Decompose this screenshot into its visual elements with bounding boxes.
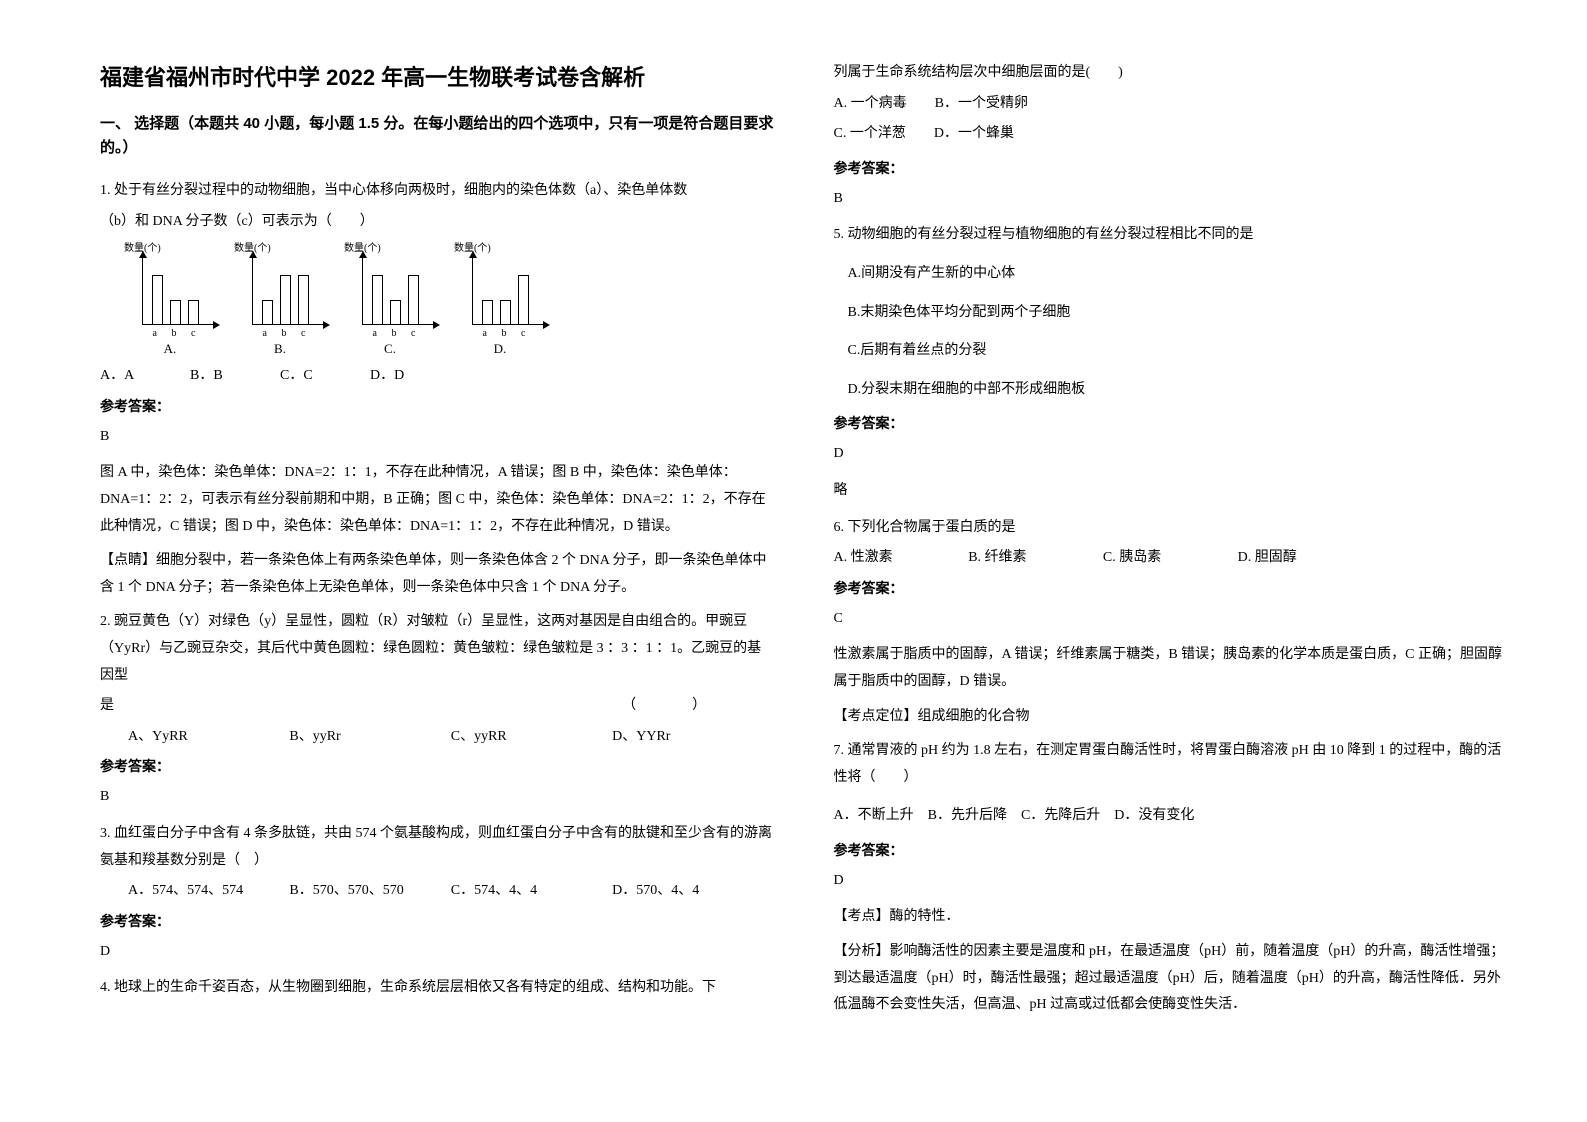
q2-answer: B (100, 784, 774, 811)
bar-c (408, 275, 419, 325)
arrow-right-icon (213, 321, 220, 329)
q2-opt-b: B、yyRr (289, 724, 450, 751)
q1-chart-figure: 数量(个) a b c A. 数量(个) (120, 249, 774, 357)
q6-answer: C (834, 606, 1508, 633)
exam-title: 福建省福州市时代中学 2022 年高一生物联考试卷含解析 (100, 60, 774, 92)
answer-label: 参考答案： (834, 840, 1508, 860)
bar-b (280, 275, 291, 325)
q1-opt-b: B．B (190, 363, 280, 390)
q5-opt-d: D.分裂末期在细胞的中部不形成细胞板 (834, 377, 1508, 404)
section-header: 一、 选择题（本题共 40 小题，每小题 1.5 分。在每小题给出的四个选项中，… (100, 112, 774, 160)
answer-label: 参考答案： (834, 158, 1508, 178)
q7-explain2: 【分析】影响酶活性的因素主要是温度和 pH，在最适温度（pH）前，随着温度（pH… (834, 939, 1508, 1019)
panel-label: A. (164, 341, 177, 357)
chart-panel-d: 数量(个) a b c D. (450, 249, 550, 357)
q1-options: A．A B．B C．C D．D (100, 363, 460, 390)
q7-answer: D (834, 868, 1508, 895)
q7-text: 7. 通常胃液的 pH 约为 1.8 左右，在测定胃蛋白酶活性时，将胃蛋白酶溶液… (834, 738, 1508, 791)
q5-note: 略 (834, 478, 1508, 505)
q1-text-a: 1. 处于有丝分裂过程中的动物细胞，当中心体移向两极时，细胞内的染色体数（a）、… (100, 178, 774, 205)
q1-explain1: 图 A 中，染色体：染色单体：DNA=2：1：1，不存在此种情况，A 错误；图 … (100, 460, 774, 540)
q3-opt-c: C．574、4、4 (451, 878, 612, 905)
chart-panel-c: 数量(个) a b c C. (340, 249, 440, 357)
q3-opt-d: D．570、4、4 (612, 878, 773, 905)
x-axis-labels: a b c (142, 328, 212, 339)
right-column: 列属于生命系统结构层次中细胞层面的是( ) A. 一个病毒 B．一个受精卵 C.… (834, 60, 1508, 1082)
q1-opt-c: C．C (280, 363, 370, 390)
q4-text-cont: 列属于生命系统结构层次中细胞层面的是( ) (834, 60, 1508, 87)
q4-opts-cd: C. 一个洋葱 D．一个蜂巢 (834, 121, 1508, 148)
q5-opt-c: C.后期有着丝点的分裂 (834, 338, 1508, 365)
answer-label: 参考答案： (100, 911, 774, 931)
bar-a (482, 300, 493, 325)
q7-explain1: 【考点】酶的特性． (834, 904, 1508, 931)
q2-opt-d: D、YYRr (612, 724, 773, 751)
bar-b (390, 300, 401, 325)
bar-b (500, 300, 511, 325)
q3-answer: D (100, 939, 774, 966)
arrow-right-icon (323, 321, 330, 329)
q2-text: 2. 豌豆黄色（Y）对绿色（y）呈显性，圆粒（R）对皱粒（r）呈显性，这两对基因… (100, 609, 774, 689)
q6-options: A. 性激素 B. 纤维素 C. 胰岛素 D. 胆固醇 (834, 545, 1373, 572)
bar-a (262, 300, 273, 325)
left-column: 福建省福州市时代中学 2022 年高一生物联考试卷含解析 一、 选择题（本题共 … (100, 60, 774, 1082)
q1-opt-d: D．D (370, 363, 460, 390)
page: 福建省福州市时代中学 2022 年高一生物联考试卷含解析 一、 选择题（本题共 … (0, 0, 1587, 1122)
q2-tail-text: 是 (100, 693, 114, 720)
q6-text: 6. 下列化合物属于蛋白质的是 (834, 515, 1508, 542)
x-axis-labels: a b c (252, 328, 322, 339)
q5-opt-b: B.末期染色体平均分配到两个子细胞 (834, 300, 1508, 327)
q2-opt-a: A、YyRR (128, 724, 289, 751)
q6-explain1: 性激素属于脂质中的固醇，A 错误；纤维素属于糖类，B 错误；胰岛素的化学本质是蛋… (834, 642, 1508, 695)
q3-text: 3. 血红蛋白分子中含有 4 条多肽链，共由 574 个氨基酸构成，则血红蛋白分… (100, 821, 774, 874)
q1-answer: B (100, 424, 774, 451)
q6-opt-b: B. 纤维素 (968, 545, 1103, 572)
bar-c (188, 300, 199, 325)
arrow-right-icon (433, 321, 440, 329)
q4-answer: B (834, 186, 1508, 213)
panel-label: C. (384, 341, 396, 357)
bar-c (298, 275, 309, 325)
panel-label: B. (274, 341, 286, 357)
answer-label: 参考答案： (834, 578, 1508, 598)
q4-opts-ab: A. 一个病毒 B．一个受精卵 (834, 91, 1508, 118)
q6-opt-a: A. 性激素 (834, 545, 969, 572)
q5-answer: D (834, 441, 1508, 468)
q1-opt-a: A．A (100, 363, 190, 390)
q7-options: A．不断上升 B．先升后降 C．先降后升 D．没有变化 (834, 803, 1508, 830)
q2-tail: 是 （ ） (100, 693, 706, 720)
bar-b (170, 300, 181, 325)
q2-opt-c: C、yyRR (451, 724, 612, 751)
bar-a (152, 275, 163, 325)
q3-opt-a: A．574、574、574 (128, 878, 289, 905)
q2-options: A、YyRR B、yyRr C、yyRR D、YYRr (100, 724, 774, 751)
q2-blank: （ ） (622, 693, 706, 720)
answer-label: 参考答案： (100, 396, 774, 416)
q3-opt-b: B．570、570、570 (289, 878, 450, 905)
panel-label: D. (494, 341, 507, 357)
bar-a (372, 275, 383, 325)
x-axis-labels: a b c (472, 328, 542, 339)
q6-explain2: 【考点定位】组成细胞的化合物 (834, 704, 1508, 731)
q6-opt-c: C. 胰岛素 (1103, 545, 1238, 572)
q5-opt-a: A.间期没有产生新的中心体 (834, 261, 1508, 288)
q3-options: A．574、574、574 B．570、570、570 C．574、4、4 D．… (100, 878, 774, 905)
bar-c (518, 275, 529, 325)
q6-opt-d: D. 胆固醇 (1238, 545, 1373, 572)
chart-panel-a: 数量(个) a b c A. (120, 249, 220, 357)
answer-label: 参考答案： (100, 756, 774, 776)
q1-explain2: 【点睛】细胞分裂中，若一条染色体上有两条染色单体，则一条染色体含 2 个 DNA… (100, 548, 774, 601)
q5-text: 5. 动物细胞的有丝分裂过程与植物细胞的有丝分裂过程相比不同的是 (834, 222, 1508, 249)
answer-label: 参考答案： (834, 413, 1508, 433)
q1-text-b: （b）和 DNA 分子数（c）可表示为（ ） (100, 209, 774, 236)
chart-panel-b: 数量(个) a b c B. (230, 249, 330, 357)
arrow-right-icon (543, 321, 550, 329)
x-axis-labels: a b c (362, 328, 432, 339)
q4-text: 4. 地球上的生命千姿百态，从生物圈到细胞，生命系统层层相依又各有特定的组成、结… (100, 975, 774, 1002)
